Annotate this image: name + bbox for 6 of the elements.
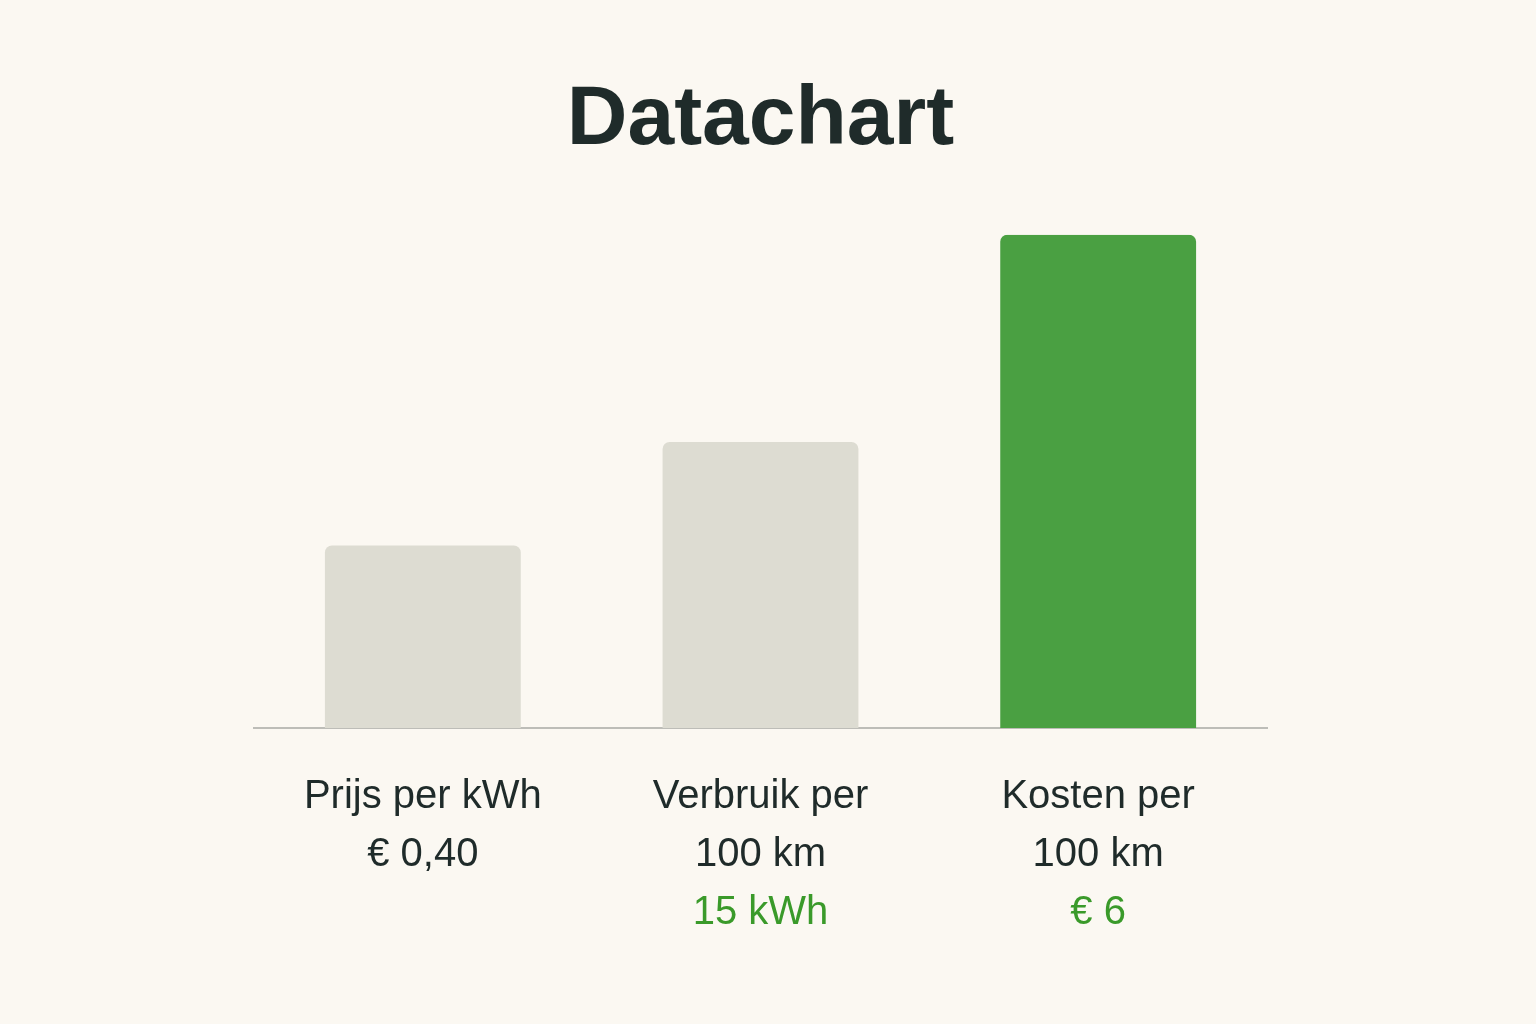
x-tick-label: Verbruik per 100 km bbox=[652, 772, 869, 875]
text: € 6 bbox=[1070, 888, 1126, 933]
x-tick-label: Prijs per kWh € 0,40 bbox=[303, 772, 542, 875]
text: 15 kWh bbox=[692, 888, 829, 933]
chart-title: Datachart bbox=[566, 67, 955, 162]
x-tick-label: Kosten per 100 km bbox=[1001, 772, 1195, 875]
